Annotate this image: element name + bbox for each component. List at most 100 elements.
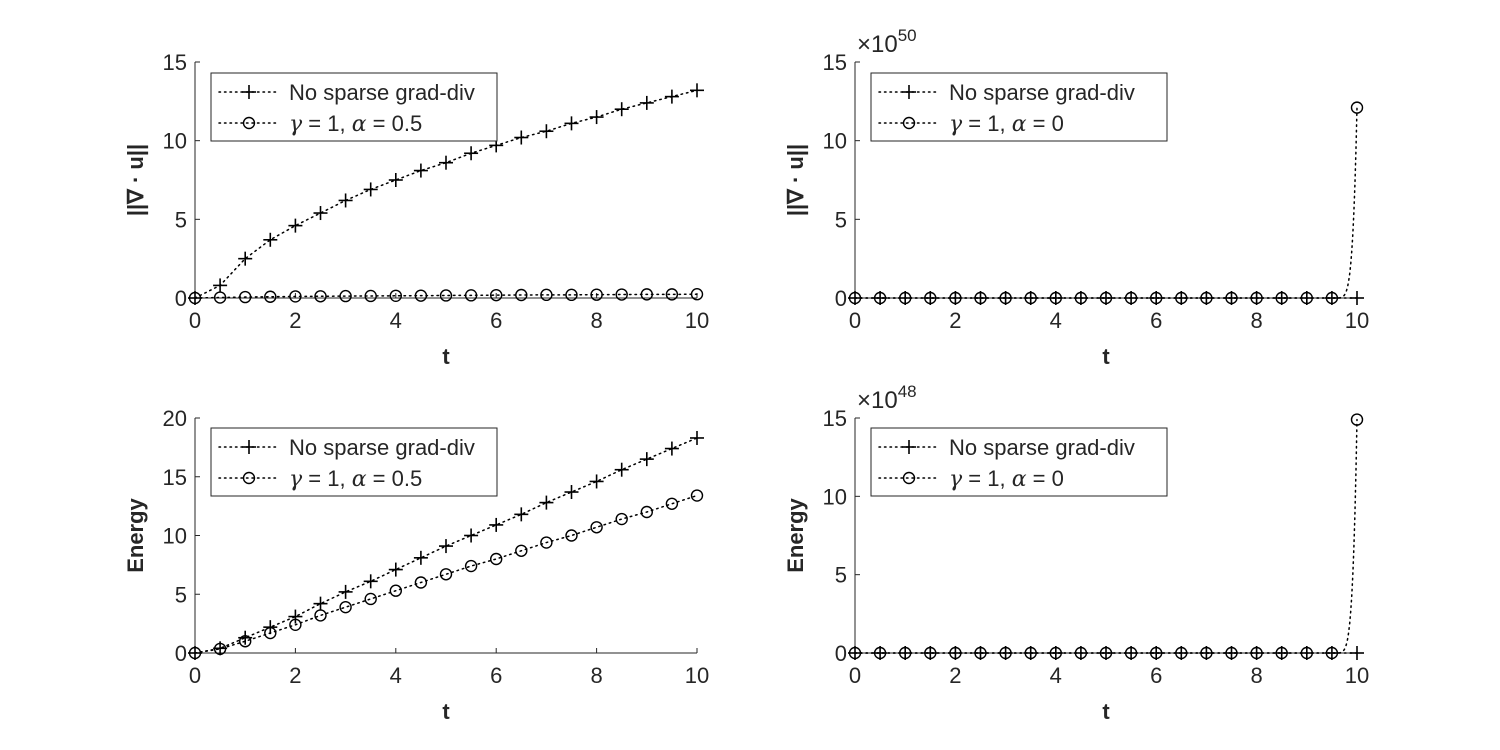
circle-marker [188,646,202,660]
chart-4: 0 2 4 6 8 10 0 5 10 15 ×1048 t Energy No sparse grad-… [783,382,1369,724]
x-tick-label: 4 [390,308,402,333]
legend-label-run: = 1, [302,466,352,491]
circle-marker [264,626,277,640]
series-line-1 [194,437,698,654]
y-tick-label: 5 [175,582,187,607]
circle-marker [389,289,402,302]
x-tick-label: 2 [949,308,961,333]
legend-box [210,72,498,142]
y-tick-label: 5 [835,563,847,588]
series-line-2 [194,494,698,654]
y-tick-label: 15 [163,50,187,75]
legend-circle-marker [902,116,916,130]
circle-marker [899,646,912,660]
legend: No sparse grad-div γ = 1, α = 0 [870,427,1168,497]
circle-marker [364,592,377,606]
series-line-2 [854,418,1358,654]
legend-label: γ = 1, α = 0 [949,466,1064,492]
circle-marker [665,497,679,510]
x-tick-label: 2 [949,663,961,688]
y-tick-label: 0 [175,641,187,666]
legend-label-run: = 0 [1027,111,1064,136]
circle-marker [1024,646,1037,660]
legend-label-run: = 0 [1027,466,1064,491]
legend-label-run: γ [289,467,303,492]
circle-marker [464,559,478,573]
circle-marker [1074,291,1088,305]
circle-marker [314,609,327,622]
circle-marker [615,512,628,526]
legend-label-run: No sparse grad-div [289,435,475,460]
legend-label-run: = 0.5 [367,466,423,491]
circle-marker [848,291,862,305]
circle-marker [999,291,1012,305]
legend-label-run: = 1, [962,111,1012,136]
circle-marker [1225,646,1238,660]
legend-label-run: No sparse grad-div [289,80,475,105]
legend-circle-marker [902,471,916,485]
circle-marker [1049,291,1063,305]
y-tick-label: 10 [823,129,847,154]
legend-label-run: α [1012,112,1027,137]
legend-label-run: γ [289,112,303,137]
x-axis-label: t [442,344,450,369]
circle-marker [490,288,503,302]
circle-marker [999,646,1012,660]
legend-circle-marker [242,471,256,485]
circle-marker [213,642,227,656]
circle-marker [690,489,704,502]
legend-label-run: = 1, [962,466,1012,491]
x-tick-label: 0 [189,308,201,333]
y-exponent-label: ×1048 [857,382,917,414]
legend-label-run: α [352,112,367,137]
circle-marker [1200,291,1213,305]
exponent-power: 48 [898,382,917,401]
circle-marker [289,618,302,631]
circle-marker [1175,646,1188,660]
x-tick-label: 8 [590,663,602,688]
circle-marker [515,544,528,557]
x-tick-label: 10 [1345,308,1369,333]
circle-marker [1124,291,1138,305]
legend-label: γ = 1, α = 0.5 [289,111,422,137]
legend-label-run: = 0.5 [367,111,423,136]
circle-marker [1300,291,1314,305]
x-tick-label: 10 [685,663,709,688]
legend-box [210,427,498,497]
series-line-2 [194,293,698,299]
circle-marker [464,289,478,302]
y-axis-label: Energy [123,497,148,572]
circle-marker [565,529,578,542]
legend-label: γ = 1, α = 0.5 [289,466,422,492]
y-tick-label: 10 [823,484,847,509]
circle-marker [414,576,428,589]
y-tick-label: 15 [163,465,187,490]
circle-marker [188,291,202,305]
chart-2: 0 2 4 6 8 10 0 5 10 15 ×1050 t ||∇ · u|| No sparse gr… [783,26,1369,369]
circle-marker [540,536,553,549]
legend-label: γ = 1, α = 0 [949,111,1064,137]
circle-marker [339,289,352,303]
y-tick-label: 20 [163,406,187,431]
circle-marker [1099,291,1113,305]
x-tick-label: 6 [490,308,502,333]
circle-marker [1074,646,1088,660]
circle-marker [1250,646,1263,660]
circle-marker [899,291,912,305]
circle-marker [515,288,528,302]
x-tick-label: 6 [490,663,502,688]
legend-label: No sparse grad-div [289,435,475,460]
circle-marker [974,646,987,660]
x-tick-label: 4 [390,663,402,688]
legend-label: No sparse grad-div [949,80,1135,105]
y-tick-label: 10 [163,524,187,549]
x-tick-label: 8 [1250,663,1262,688]
y-tick-label: 10 [163,129,187,154]
x-tick-label: 0 [189,663,201,688]
circle-marker [339,600,352,614]
circle-marker [439,568,453,581]
y-tick-label: 0 [175,286,187,311]
legend-label-run: γ [949,467,963,492]
circle-marker [1250,291,1263,305]
x-tick-label: 10 [685,308,709,333]
